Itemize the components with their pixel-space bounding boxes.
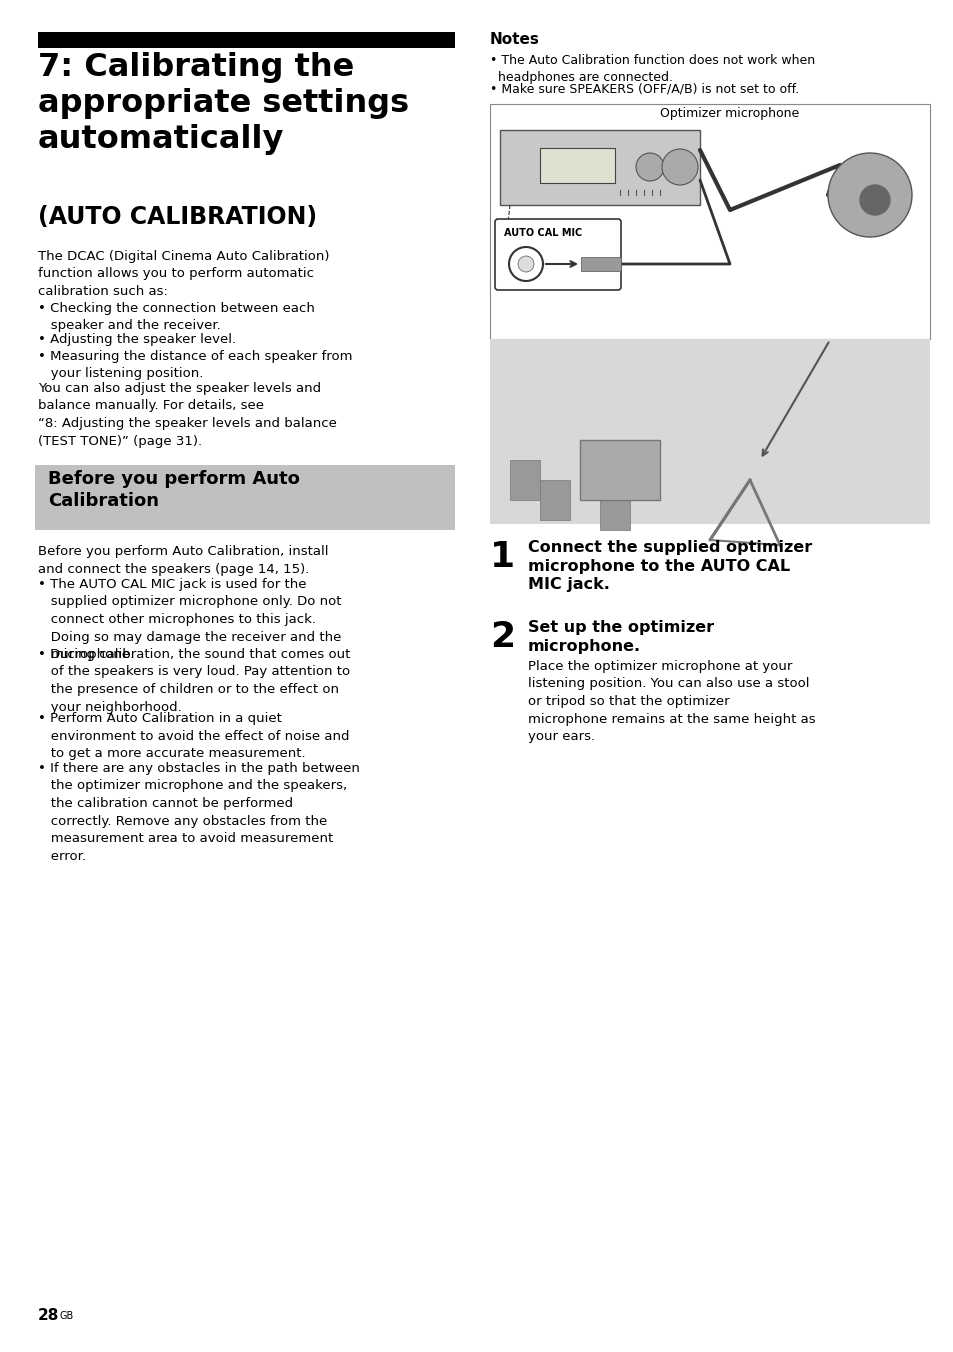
- Text: • The Auto Calibration function does not work when
  headphones are connected.: • The Auto Calibration function does not…: [490, 54, 814, 84]
- Text: • The AUTO CAL MIC jack is used for the
   supplied optimizer microphone only. D: • The AUTO CAL MIC jack is used for the …: [38, 579, 341, 661]
- FancyBboxPatch shape: [495, 219, 620, 289]
- Circle shape: [827, 153, 911, 237]
- Bar: [35, 465, 455, 530]
- Text: • Measuring the distance of each speaker from
   your listening position.: • Measuring the distance of each speaker…: [38, 350, 352, 380]
- Text: 2: 2: [490, 621, 515, 654]
- Text: GB: GB: [60, 1311, 74, 1321]
- Text: Connect the supplied optimizer
microphone to the AUTO CAL
MIC jack.: Connect the supplied optimizer microphon…: [527, 539, 811, 592]
- Bar: [599, 489, 629, 530]
- Text: 28: 28: [38, 1307, 59, 1324]
- Text: • During calibration, the sound that comes out
   of the speakers is very loud. : • During calibration, the sound that com…: [38, 648, 350, 714]
- Text: 7: Calibrating the
appropriate settings
automatically: 7: Calibrating the appropriate settings …: [38, 51, 409, 154]
- Bar: [490, 339, 929, 525]
- Bar: [499, 130, 700, 206]
- Text: • Make sure SPEAKERS (OFF/A/B) is not set to off.: • Make sure SPEAKERS (OFF/A/B) is not se…: [490, 82, 799, 96]
- Circle shape: [859, 185, 889, 215]
- Bar: [539, 147, 615, 183]
- Circle shape: [636, 153, 663, 181]
- Text: Before you perform Auto Calibration, install
and connect the speakers (page 14, : Before you perform Auto Calibration, ins…: [38, 545, 328, 576]
- Text: Set up the optimizer
microphone.: Set up the optimizer microphone.: [527, 621, 714, 653]
- Bar: [579, 439, 659, 500]
- Circle shape: [661, 149, 698, 185]
- Bar: [510, 460, 539, 500]
- Text: AUTO CAL MIC: AUTO CAL MIC: [503, 228, 581, 238]
- Text: You can also adjust the speaker levels and
balance manually. For details, see
“8: You can also adjust the speaker levels a…: [38, 383, 336, 448]
- Text: Notes: Notes: [490, 32, 539, 47]
- Circle shape: [517, 256, 534, 272]
- Text: The DCAC (Digital Cinema Auto Calibration)
function allows you to perform automa: The DCAC (Digital Cinema Auto Calibratio…: [38, 250, 329, 297]
- Text: Optimizer microphone: Optimizer microphone: [659, 107, 799, 120]
- Bar: [539, 480, 569, 521]
- Text: • Perform Auto Calibration in a quiet
   environment to avoid the effect of nois: • Perform Auto Calibration in a quiet en…: [38, 713, 349, 760]
- Text: • Adjusting the speaker level.: • Adjusting the speaker level.: [38, 333, 236, 346]
- Bar: [490, 104, 929, 339]
- Bar: [38, 32, 455, 49]
- Text: Before you perform Auto
Calibration: Before you perform Auto Calibration: [48, 470, 299, 510]
- Text: • Checking the connection between each
   speaker and the receiver.: • Checking the connection between each s…: [38, 301, 314, 333]
- Text: Place the optimizer microphone at your
listening position. You can also use a st: Place the optimizer microphone at your l…: [527, 660, 815, 744]
- Circle shape: [509, 247, 542, 281]
- Text: (AUTO CALIBRATION): (AUTO CALIBRATION): [38, 206, 316, 228]
- Bar: [580, 257, 620, 270]
- Text: • If there are any obstacles in the path between
   the optimizer microphone and: • If there are any obstacles in the path…: [38, 763, 359, 863]
- Text: 1: 1: [490, 539, 515, 575]
